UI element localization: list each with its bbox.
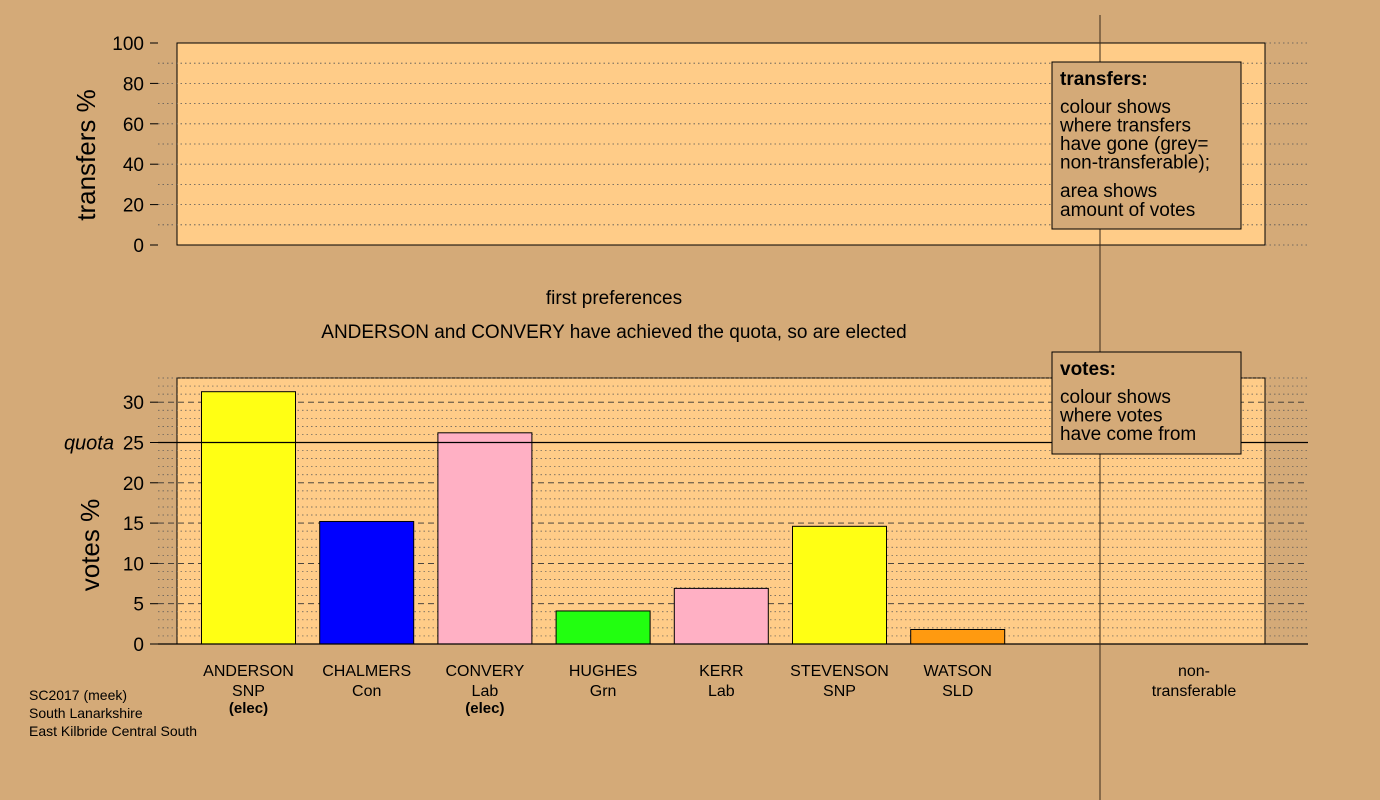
transfers-legend-line: amount of votes [1060, 200, 1195, 221]
candidate-name: KERR [699, 663, 743, 680]
footer-council: South Lanarkshire [29, 705, 143, 721]
votes-legend-title: votes: [1060, 359, 1116, 380]
vote-bar-hughes [555, 610, 651, 645]
transfers-axis-title: transfers % [71, 89, 101, 221]
votes-tick-label: 30 [123, 393, 144, 414]
votes-tick-label: 10 [123, 554, 144, 575]
vote-bar-anderson [201, 391, 296, 645]
transfers-tick-label: 20 [123, 196, 144, 217]
vote-bar-convery [437, 432, 533, 645]
votes-legend-box [1051, 351, 1242, 455]
transfers-legend-line: area shows [1060, 181, 1157, 202]
elected-caption: ANDERSON and CONVERY have achieved the q… [321, 322, 906, 343]
votes-tick-label: 15 [123, 514, 144, 535]
votes-bars [201, 391, 1006, 645]
transfers-legend-box [1051, 61, 1242, 230]
candidate-name: HUGHES [569, 663, 637, 680]
candidate-party: Lab [708, 683, 735, 700]
transfers-tick-label: 60 [123, 115, 144, 136]
non-transferable-label-line2: transferable [1152, 683, 1237, 700]
votes-tick-label: 0 [133, 635, 144, 656]
votes-legend-line: colour shows [1060, 387, 1171, 408]
candidate-name: CONVERY [445, 663, 524, 680]
vote-bar-chalmers [319, 520, 415, 645]
transfers-legend-line: have gone (grey= [1060, 134, 1208, 155]
candidate-name: ANDERSON [203, 663, 294, 680]
candidate-party: SNP [823, 683, 856, 700]
candidate-name: CHALMERS [322, 663, 411, 680]
candidate-party: Lab [472, 683, 499, 700]
votes-axis-title: votes % [75, 499, 105, 592]
votes-tick-label: 20 [123, 474, 144, 495]
transfers-y-ticks: 0 20 40 60 80 100 [112, 34, 158, 257]
transfers-legend-line: non-transferable); [1060, 153, 1210, 174]
candidate-party: Grn [590, 683, 617, 700]
candidate-party: SLD [942, 683, 973, 700]
transfers-tick-label: 100 [112, 34, 144, 55]
candidate-name: STEVENSON [790, 663, 889, 680]
candidate-party: SNP [232, 683, 265, 700]
non-transferable-label-line1: non- [1178, 663, 1210, 680]
vote-bar-watson [910, 628, 1006, 645]
election-info-footer: SC2017 (meek) South Lanarkshire East Kil… [29, 687, 197, 739]
transfers-legend-line: where transfers [1059, 116, 1191, 137]
votes-tick-label: 5 [133, 595, 144, 616]
footer-ward: East Kilbride Central South [29, 723, 197, 739]
transfers-legend-line: colour shows [1060, 97, 1171, 118]
count-stage-caption: first preferences [546, 288, 682, 309]
quota-label: quota [64, 432, 114, 454]
votes-legend-line: where votes [1059, 406, 1162, 427]
transfers-tick-label: 80 [123, 74, 144, 95]
transfers-tick-label: 0 [133, 236, 144, 257]
footer-election: SC2017 (meek) [29, 687, 127, 703]
transfers-legend-title: transfers: [1060, 69, 1148, 90]
votes-y-ticks: 0 5 10 15 20 25 30 [123, 393, 158, 656]
vote-bar-kerr [673, 587, 769, 645]
candidate-labels: ANDERSONSNP(elec)CHALMERSConCONVERYLab(e… [203, 663, 992, 717]
transfers-tick-label: 40 [123, 155, 144, 176]
candidate-party: Con [352, 683, 381, 700]
candidate-name: WATSON [923, 663, 991, 680]
vote-bar-stevenson [792, 525, 887, 645]
votes-tick-label: 25 [123, 433, 144, 454]
votes-legend-line: have come from [1060, 424, 1196, 445]
candidate-elected-marker: (elec) [465, 700, 504, 717]
candidate-elected-marker: (elec) [229, 700, 268, 717]
